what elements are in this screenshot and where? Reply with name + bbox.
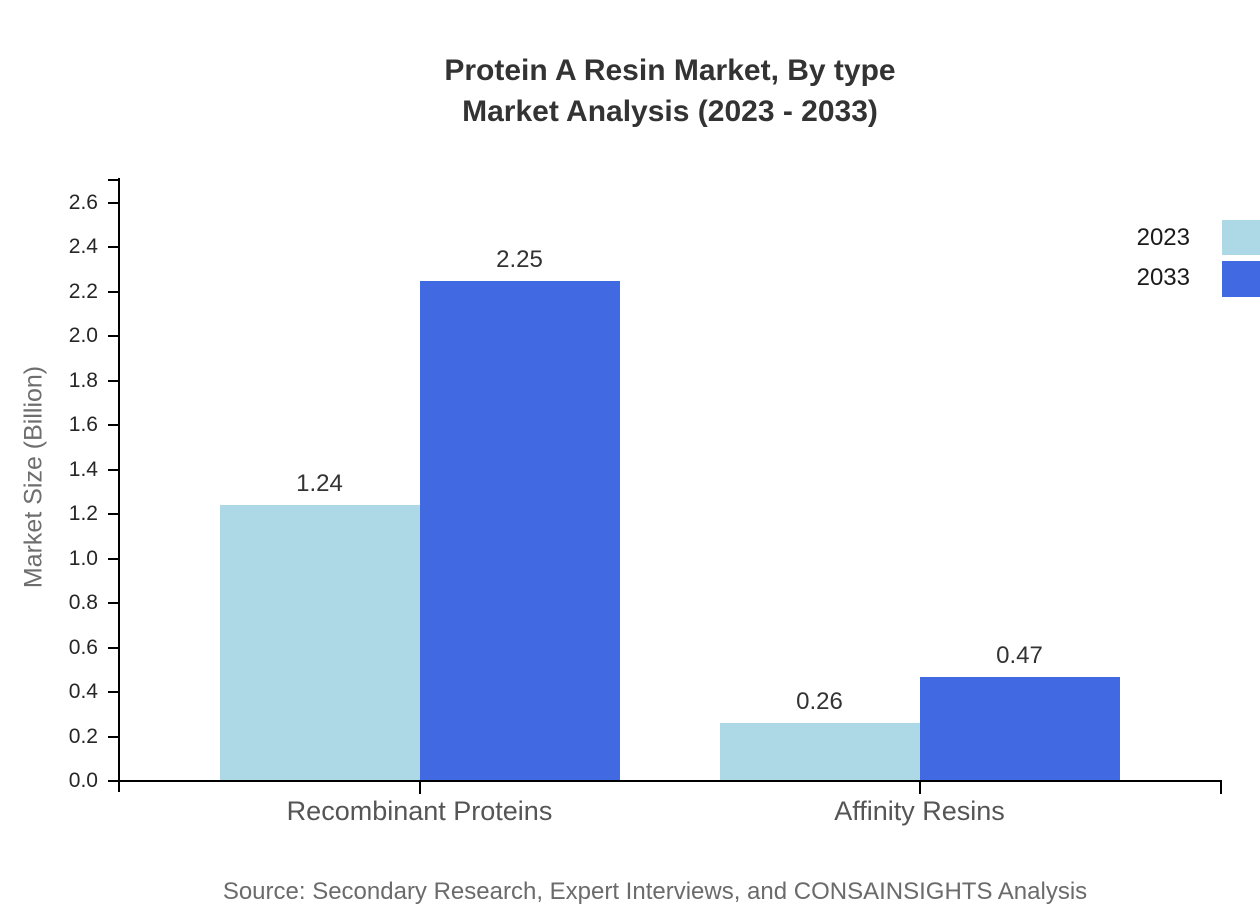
y-tick-mark	[108, 780, 118, 782]
y-tick-label: 0.8	[68, 591, 98, 615]
y-tick-label: 0.4	[68, 680, 98, 704]
y-tick-label: 2.0	[68, 324, 98, 348]
y-tick-mark	[108, 646, 118, 649]
y-axis-top-outer-tick	[108, 179, 118, 181]
y-tick-label: 1.2	[68, 502, 98, 526]
chart-title: Protein A Resin Market, By type Market A…	[118, 50, 1222, 132]
y-tick-label: 1.8	[68, 368, 98, 392]
y-tick-mark	[108, 468, 118, 471]
y-axis-line	[118, 178, 120, 792]
y-tick-mark	[108, 735, 118, 738]
legend-label-2033: 2033	[1136, 264, 1190, 291]
bar-value-label: 2.25	[496, 245, 543, 273]
y-tick-mark	[108, 202, 118, 204]
y-tick-label: 0.0	[68, 769, 98, 792]
x-tick-mark	[918, 782, 921, 794]
y-tick-mark	[108, 513, 118, 516]
y-tick-label: 0.6	[68, 635, 98, 659]
y-tick-label: 0.2	[68, 724, 98, 748]
y-tick-label: 1.0	[68, 546, 98, 570]
x-category-label: Recombinant Proteins	[286, 796, 553, 826]
y-tick-mark	[108, 335, 118, 338]
bar-2023-0	[219, 505, 420, 781]
bar-value-label: 0.26	[796, 688, 843, 716]
y-tick-mark	[108, 246, 118, 249]
y-tick-label: 2.6	[68, 191, 98, 214]
source-attribution: Source: Secondary Research, Expert Inter…	[222, 878, 1088, 905]
bar-2023-1	[719, 723, 920, 781]
bar-value-label: 1.24	[296, 470, 343, 498]
y-tick-mark	[108, 557, 118, 560]
chart-title-line2: Market Analysis (2023 - 2033)	[462, 95, 878, 128]
x-axis-right-outer-tick	[1220, 782, 1222, 794]
y-tick-label: 2.2	[68, 279, 98, 303]
chart-title-line1: Protein A Resin Market, By type	[444, 54, 896, 87]
y-tick-mark	[108, 424, 118, 427]
x-tick-mark	[418, 782, 421, 794]
bar-value-label: 0.47	[996, 641, 1043, 669]
y-tick-mark	[108, 691, 118, 694]
legend-swatch-2023	[1222, 220, 1260, 255]
bar-2033-1	[919, 676, 1120, 781]
y-tick-mark	[108, 290, 118, 293]
x-category-label: Affinity Resins	[834, 796, 1005, 826]
bar-2033-0	[419, 280, 620, 781]
legend-swatch-2033	[1222, 261, 1260, 297]
y-tick-label: 2.4	[68, 235, 98, 259]
legend-label-2023: 2023	[1136, 224, 1190, 251]
y-tick-label: 1.4	[68, 457, 98, 481]
y-tick-mark	[108, 379, 118, 382]
x-axis-line	[118, 780, 1222, 782]
y-tick-label: 1.6	[68, 413, 98, 437]
y-tick-mark	[108, 602, 118, 605]
